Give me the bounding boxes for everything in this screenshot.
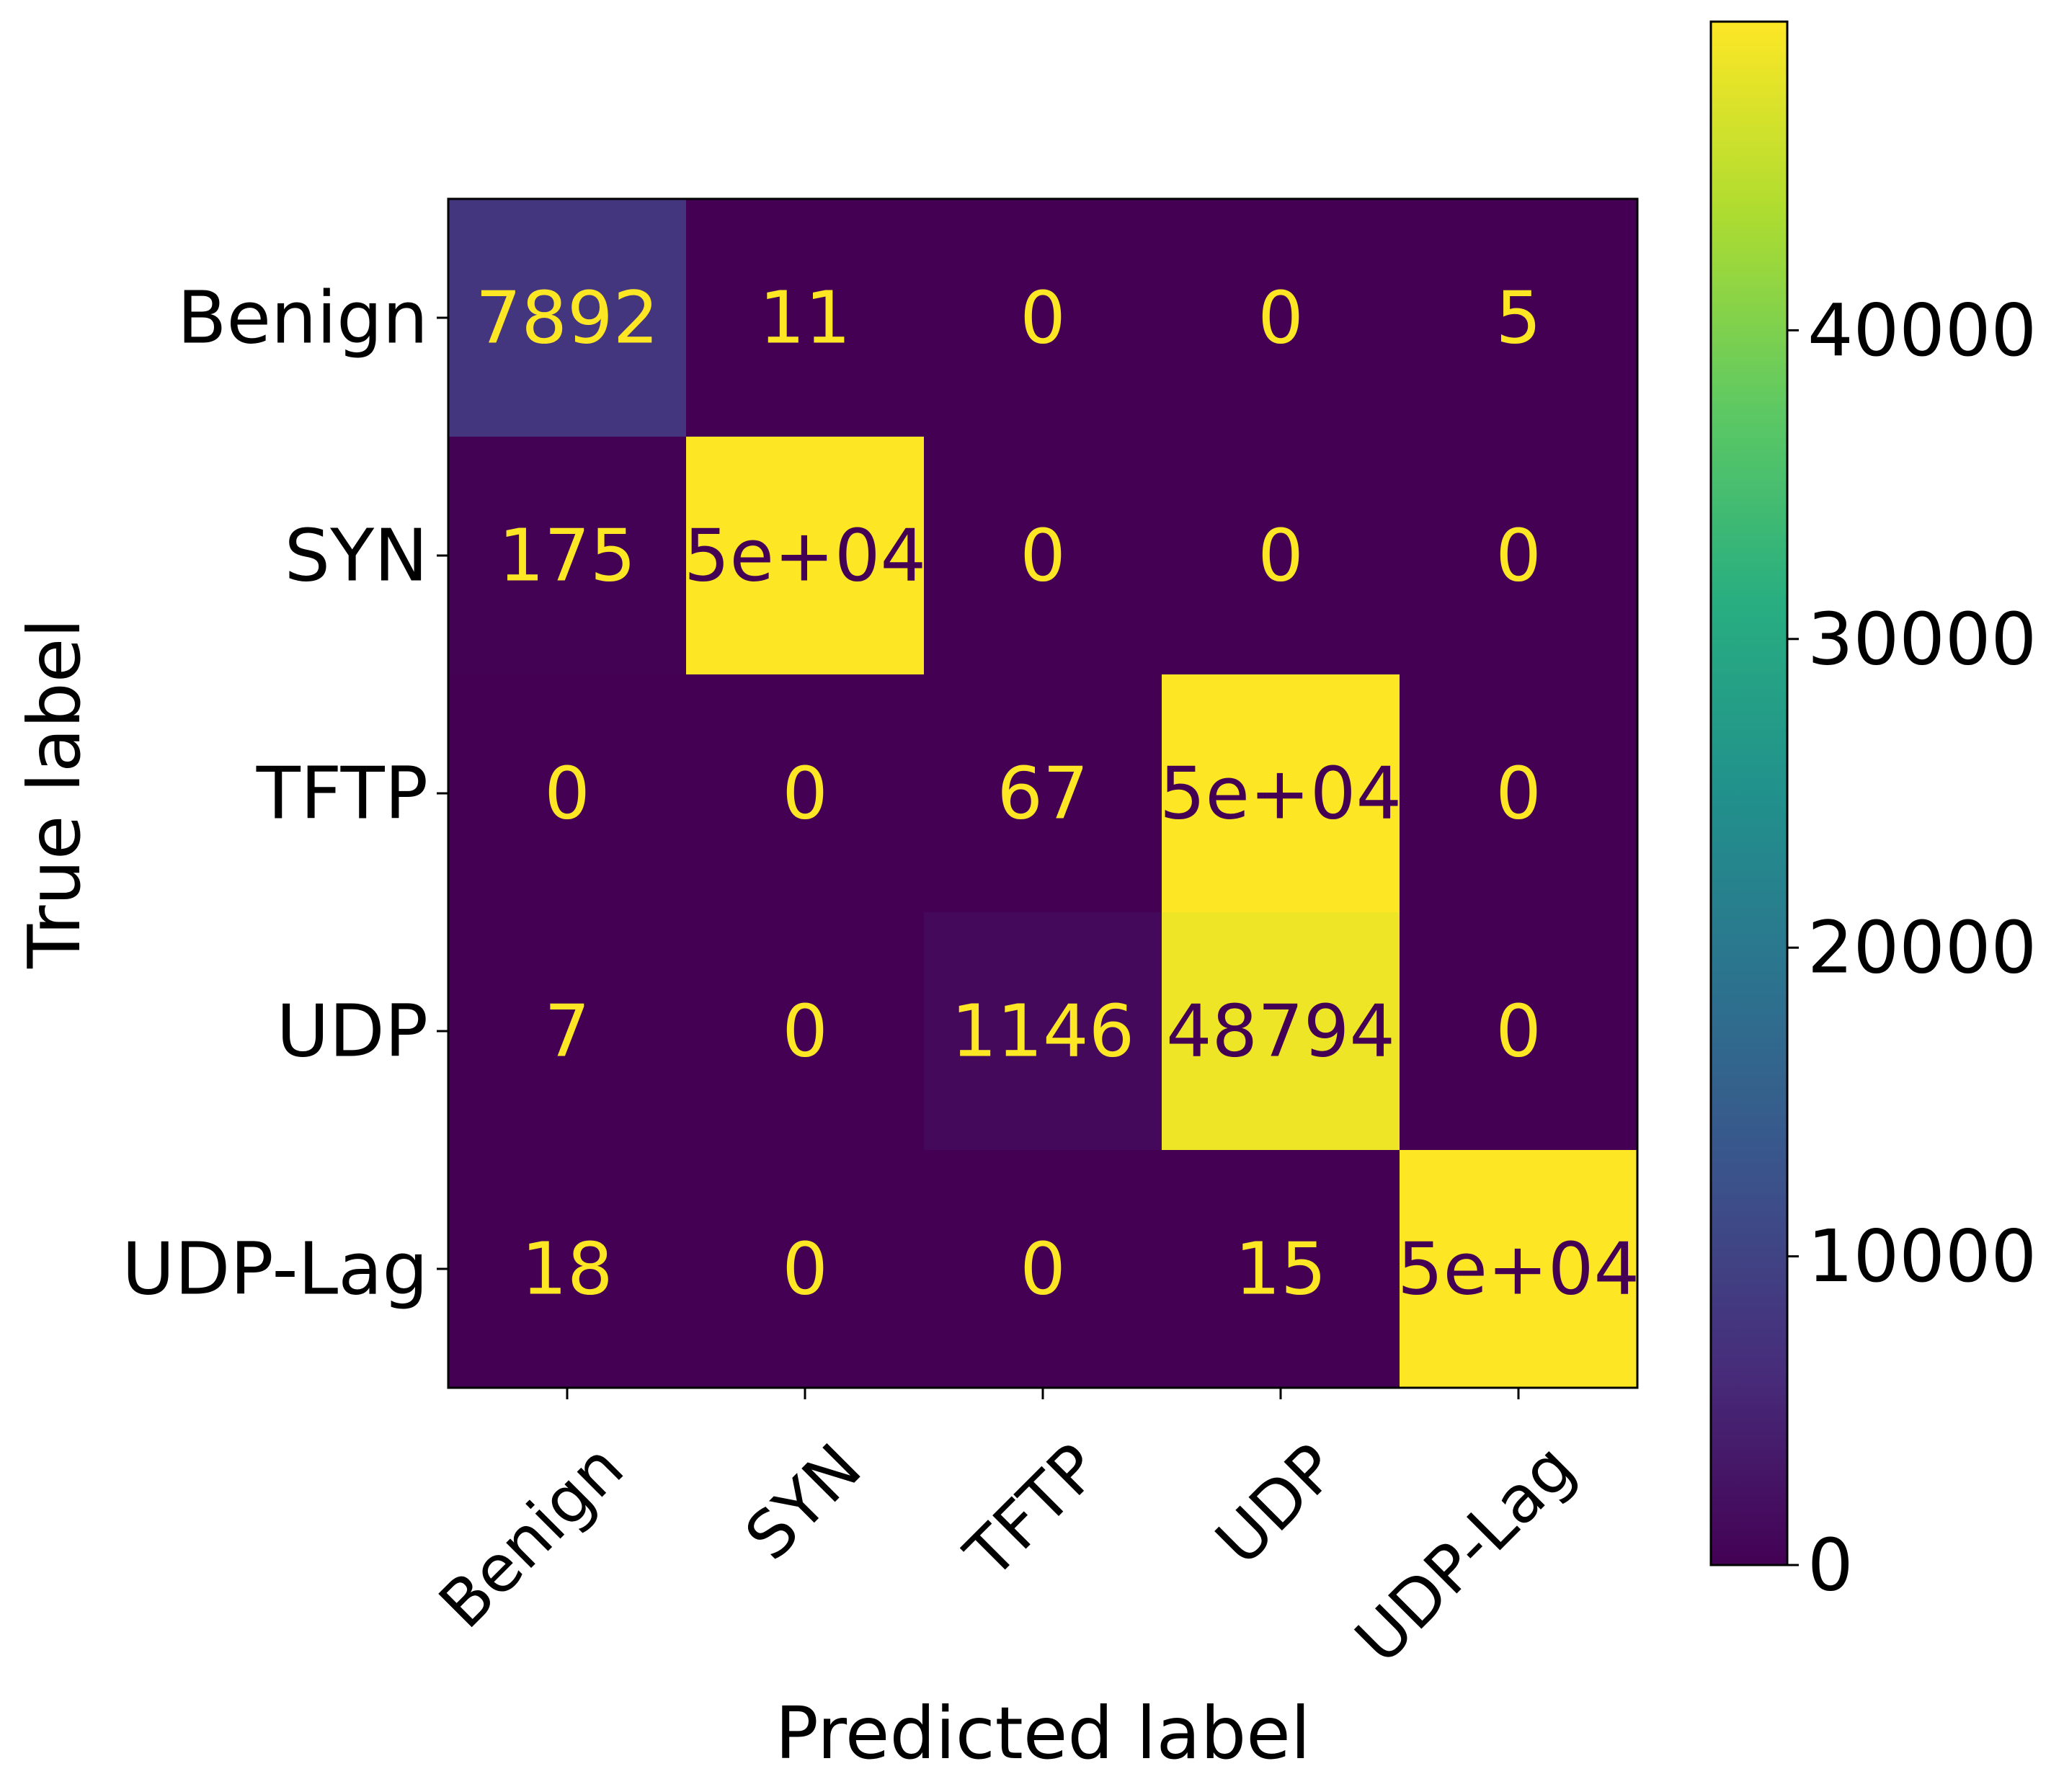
heatmap-cell — [1162, 199, 1400, 437]
cell-value-label: 67 — [997, 752, 1088, 836]
cell-value-label: 5 — [1495, 276, 1542, 360]
heatmap-cell — [1400, 1150, 1638, 1388]
heatmap-cell — [686, 199, 925, 437]
y-axis-label: True label — [12, 618, 97, 969]
cell-value-label: 0 — [1020, 276, 1066, 360]
y-tick-label: Benign — [177, 276, 428, 360]
x-tick-label: SYN — [731, 1430, 876, 1574]
heatmap-cell — [1162, 912, 1400, 1151]
heatmap-cell — [448, 437, 687, 675]
x-tick-label: TFTP — [951, 1430, 1114, 1593]
colorbar-frame — [1709, 20, 1789, 1566]
cell-value-label: 48794 — [1166, 989, 1395, 1074]
cell-value-label: 0 — [782, 1227, 828, 1311]
heatmap-cell — [448, 199, 687, 437]
y-tick-label: SYN — [285, 514, 428, 598]
y-tick-label: UDP-Lag — [122, 1227, 428, 1311]
cell-value-label: 7 — [544, 989, 590, 1074]
colorbar-tick-label: 40000 — [1807, 288, 2037, 373]
y-tick-label: UDP — [277, 989, 429, 1074]
y-tick-label: TFTP — [256, 752, 428, 836]
heatmap-cell — [1400, 437, 1638, 675]
heatmap-cell — [924, 674, 1162, 913]
colorbar-tick-label: 0 — [1807, 1523, 1854, 1608]
cell-value-label: 0 — [1495, 989, 1542, 1074]
heatmap-cell — [1400, 199, 1638, 437]
heatmap-cell — [1162, 674, 1400, 913]
heatmap-cell — [1162, 1150, 1400, 1388]
cell-value-label: 0 — [544, 752, 590, 836]
heatmap-cell — [686, 437, 925, 675]
heatmap-cell — [1400, 912, 1638, 1151]
cell-value-label: 5e+04 — [1160, 752, 1402, 836]
cell-value-label: 0 — [782, 752, 828, 836]
cell-value-label: 0 — [1020, 514, 1066, 598]
colorbar-tick-label: 20000 — [1807, 906, 2037, 990]
heatmap-cell — [924, 912, 1162, 1151]
heatmap-cell — [686, 1150, 925, 1388]
colorbar-ticks: 0 10000 20000 30000 40000 — [1787, 288, 2037, 1608]
cell-value-label: 0 — [1258, 276, 1304, 360]
heatmap-cell — [686, 912, 925, 1151]
heatmap-cell — [686, 674, 925, 913]
cell-value-label: 1146 — [951, 989, 1135, 1074]
cell-value-label: 7892 — [476, 276, 659, 360]
heatmap-cell — [448, 1150, 687, 1388]
x-tick-label: UDP-Lag — [1341, 1430, 1590, 1678]
x-tick-label: Benign — [425, 1430, 639, 1643]
cell-value-label: 18 — [521, 1227, 613, 1311]
heatmap-cell — [1162, 437, 1400, 675]
cell-value-label: 0 — [1495, 514, 1542, 598]
cell-value-label: 5e+04 — [684, 514, 926, 598]
cell-value-label: 15 — [1235, 1227, 1326, 1311]
colorbar — [1711, 22, 1787, 1565]
y-axis-ticks: Benign SYN TFTP UDP UDP-Lag — [122, 276, 448, 1311]
heatmap-cells — [448, 199, 1638, 1388]
heatmap-cell — [448, 912, 687, 1151]
colorbar-tick-label: 30000 — [1807, 597, 2037, 681]
x-axis-label: Predicted label — [775, 1691, 1310, 1775]
cell-value-label: 0 — [1495, 752, 1542, 836]
cell-value-label: 0 — [1258, 514, 1304, 598]
heatmap-cell — [1400, 674, 1638, 913]
cell-value-label: 175 — [499, 514, 636, 598]
heatmap-cell — [924, 199, 1162, 437]
heatmap-cell — [448, 674, 687, 913]
colorbar-tick-label: 10000 — [1807, 1214, 2037, 1298]
cell-value-label: 0 — [782, 989, 828, 1074]
cell-value-label: 11 — [759, 276, 850, 360]
heatmap-cell-labels: 7892 11 0 0 5 175 5e+04 0 0 0 0 0 67 5e+04 0 7 0 1146 4879… — [476, 276, 1640, 1311]
heatmap-cell — [924, 437, 1162, 675]
cell-value-label: 5e+04 — [1397, 1227, 1640, 1311]
heatmap-cell — [924, 1150, 1162, 1388]
x-tick-label: UDP — [1201, 1430, 1351, 1579]
cell-value-label: 0 — [1020, 1227, 1066, 1311]
